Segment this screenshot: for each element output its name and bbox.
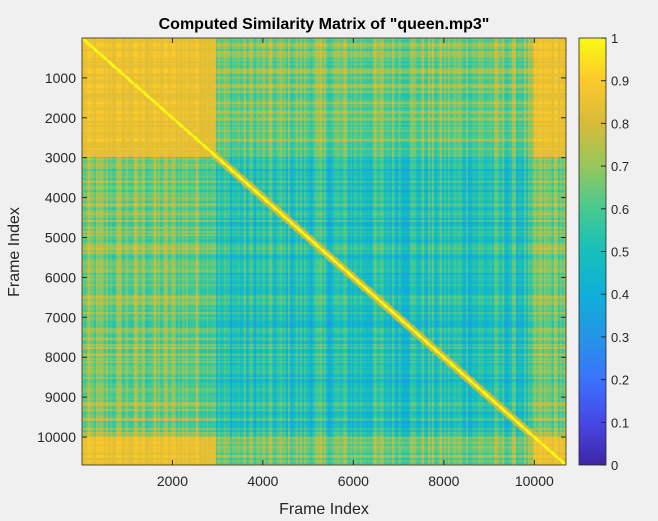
y-tick-label: 10000 [37, 429, 76, 445]
colorbar-tick-label: 0.2 [611, 373, 629, 388]
y-axis: 1000 2000 3000 4000 5000 6000 7000 8000 9000 1000… [37, 70, 566, 445]
colorbar-tick-label: 0.6 [611, 202, 629, 217]
y-tick-label: 1000 [45, 70, 76, 86]
y-tick-label: 7000 [45, 309, 76, 325]
x-tick-label: 4000 [247, 473, 278, 489]
chart-title: Computed Similarity Matrix of "queen.mp3… [159, 16, 490, 33]
colorbar-tick-label: 0.3 [611, 330, 629, 345]
y-axis-label: Frame Index [6, 207, 23, 297]
y-tick-label: 8000 [45, 349, 76, 365]
x-tick-label: 8000 [428, 473, 459, 489]
x-axis: 2000 4000 6000 8000 10000 [157, 38, 554, 489]
x-tick-label: 2000 [157, 473, 188, 489]
heatmap-image [82, 38, 566, 465]
x-tick-label: 10000 [515, 473, 554, 489]
colorbar-axis: 0 0.1 0.2 0.3 0.4 0.5 0.6 0.7 0.8 0.9 1 [601, 31, 629, 473]
y-tick-label: 2000 [45, 110, 76, 126]
plot-frame [81, 37, 567, 466]
y-tick-label: 9000 [45, 389, 76, 405]
colorbar-tick-label: 0.5 [611, 245, 629, 260]
y-tick-label: 6000 [45, 269, 76, 285]
colorbar-tick-label: 0.9 [611, 74, 629, 89]
colorbar-tick-label: 0.8 [611, 116, 629, 131]
x-tick-label: 6000 [338, 473, 369, 489]
y-tick-label: 3000 [45, 150, 76, 166]
heatmap-canvas-holder [82, 38, 566, 465]
colorbar-tick-label: 0.1 [611, 415, 629, 430]
colorbar-tick-label: 0.7 [611, 159, 629, 174]
y-tick-label: 4000 [45, 190, 76, 206]
colorbar-tick-label: 0 [611, 458, 618, 473]
colorbar-tick-label: 0.4 [611, 287, 629, 302]
colorbar-tick-label: 1 [611, 31, 618, 46]
y-tick-label: 5000 [45, 230, 76, 246]
x-axis-label: Frame Index [279, 501, 369, 518]
